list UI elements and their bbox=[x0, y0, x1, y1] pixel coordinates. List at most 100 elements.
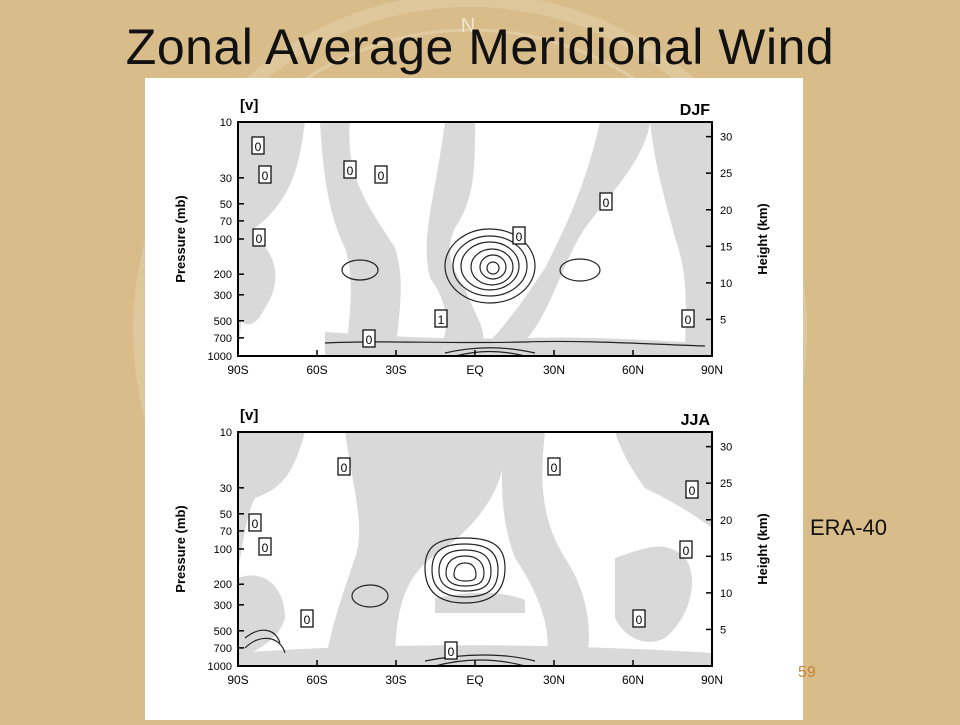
jja-contour-label-box bbox=[444, 641, 458, 660]
jja-contour-label: 0 bbox=[448, 645, 455, 659]
djf-contour-label-box bbox=[599, 192, 613, 211]
djf-ylabel-right: Height (km) bbox=[755, 203, 770, 275]
djf-y-tick-label: 1000 bbox=[208, 351, 232, 363]
jja-contours bbox=[244, 537, 536, 667]
jja-right-tick-label: 25 bbox=[720, 478, 732, 490]
jja-contour-label-box bbox=[685, 480, 699, 499]
djf-contour-label-box bbox=[434, 309, 448, 328]
jja-right-tick-label: 30 bbox=[720, 442, 732, 454]
djf-right-tick-label: 5 bbox=[720, 314, 726, 326]
djf-contour-label: 0 bbox=[366, 333, 373, 347]
jja-y-tick-label: 500 bbox=[214, 626, 232, 638]
djf-contour-labels: 0 0 0 0 0 0 1 0 0 0 bbox=[251, 136, 695, 348]
jja-contour-label-box bbox=[679, 540, 693, 559]
jja-y-tick-label: 30 bbox=[220, 483, 232, 495]
djf-contour-label-box bbox=[374, 165, 388, 184]
jja-y-tick-label: 70 bbox=[220, 526, 232, 538]
djf-x-tick-label: 60N bbox=[622, 363, 644, 377]
djf-contour-label-box bbox=[252, 228, 266, 247]
djf-y-tick-label: 10 bbox=[220, 117, 232, 129]
djf-y-tick-label: 700 bbox=[214, 333, 232, 345]
djf-x-tick-label: 90N bbox=[701, 363, 723, 377]
jja-contour-label: 0 bbox=[551, 461, 558, 475]
djf-ylabel-left: Pressure (mb) bbox=[173, 195, 188, 282]
djf-contour-label: 0 bbox=[256, 232, 263, 246]
djf-y-tick-label: 200 bbox=[214, 269, 232, 281]
jja-panel-label: [v] bbox=[240, 407, 258, 424]
jja-ylabel-right: Height (km) bbox=[755, 513, 770, 585]
figure-panel: 90S 60S 30S EQ 30N 60N 90N 10 30 50 70 100 200 300 500… bbox=[145, 78, 803, 720]
jja-right-tick-label: 20 bbox=[720, 515, 732, 527]
djf-y-tick-label: 300 bbox=[214, 290, 232, 302]
djf-x-tick-label: 30S bbox=[385, 363, 406, 377]
jja-right-tick-label: 15 bbox=[720, 551, 732, 563]
djf-contour-label-box bbox=[681, 309, 695, 328]
chart-panel-jja: 90S 60S 30S EQ 30N 60N 90N10305070100200300500… bbox=[173, 407, 770, 687]
djf-axes: 90S 60S 30S EQ 30N 60N 90N10305070100200300500… bbox=[208, 117, 733, 377]
djf-x-tick-label: 30N bbox=[543, 363, 565, 377]
djf-y-tick-label: 500 bbox=[214, 316, 232, 328]
djf-contour-label: 0 bbox=[685, 313, 692, 327]
djf-contour-label: 0 bbox=[262, 169, 269, 183]
djf-season-label: DJF bbox=[680, 102, 710, 119]
compass-letter: N bbox=[461, 15, 475, 37]
djf-contour-label-box bbox=[343, 160, 357, 179]
djf-x-tick-label: 90S bbox=[227, 363, 248, 377]
jja-x-tick-label: 90S bbox=[227, 673, 248, 687]
jja-season-label: JJA bbox=[681, 412, 711, 429]
jja-shaded-regions bbox=[238, 432, 712, 666]
jja-contour-label: 0 bbox=[683, 544, 690, 558]
djf-right-tick-label: 15 bbox=[720, 241, 732, 253]
contour-figure: 90S 60S 30S EQ 30N 60N 90N10305070100200300500… bbox=[173, 97, 770, 687]
jja-axes: 90S 60S 30S EQ 30N 60N 90N10305070100200300500… bbox=[208, 427, 733, 687]
djf-contour-label: 0 bbox=[516, 230, 523, 244]
djf-right-tick-label: 30 bbox=[720, 132, 732, 144]
djf-contour-label-box bbox=[512, 226, 526, 245]
jja-y-tick-label: 300 bbox=[214, 600, 232, 612]
djf-x-tick-label: 60S bbox=[306, 363, 327, 377]
djf-contour-label: 0 bbox=[378, 169, 385, 183]
djf-y-tick-label: 100 bbox=[214, 234, 232, 246]
djf-y-tick-label: 30 bbox=[220, 173, 232, 185]
djf-right-tick-label: 10 bbox=[720, 278, 732, 290]
djf-contour-label-box bbox=[258, 165, 272, 184]
slide-title: Zonal Average Meridional Wind bbox=[125, 19, 835, 75]
jja-contour-label-box bbox=[547, 457, 561, 476]
jja-contour-label-box bbox=[248, 513, 262, 532]
jja-contour-label-box bbox=[337, 457, 351, 476]
jja-contour-label-box bbox=[300, 609, 314, 628]
jja-right-tick-label: 5 bbox=[720, 624, 726, 636]
jja-contour-label: 0 bbox=[262, 541, 269, 555]
jja-x-tick-label: 60S bbox=[306, 673, 327, 687]
jja-ylabel-left: Pressure (mb) bbox=[173, 505, 188, 592]
jja-contour-label: 0 bbox=[304, 613, 311, 627]
jja-y-tick-label: 1000 bbox=[208, 661, 232, 673]
djf-x-tick-label: EQ bbox=[466, 363, 483, 377]
jja-y-tick-label: 50 bbox=[220, 509, 232, 521]
djf-panel-label: [v] bbox=[240, 97, 258, 114]
djf-contour-label: 0 bbox=[603, 196, 610, 210]
djf-contour-label-box bbox=[362, 329, 376, 348]
source-label: ERA-40 bbox=[810, 515, 888, 540]
jja-contour-label-box bbox=[258, 537, 272, 556]
djf-contour-label: 1 bbox=[438, 313, 445, 327]
jja-x-tick-label: 30N bbox=[543, 673, 565, 687]
chart-panel-djf: 90S 60S 30S EQ 30N 60N 90N10305070100200300500… bbox=[173, 97, 770, 377]
jja-y-tick-label: 10 bbox=[220, 427, 232, 439]
jja-y-tick-label: 700 bbox=[214, 643, 232, 655]
jja-y-tick-label: 100 bbox=[214, 544, 232, 556]
djf-contour-label-box bbox=[251, 136, 265, 155]
jja-x-tick-label: EQ bbox=[466, 673, 483, 687]
jja-x-tick-label: 60N bbox=[622, 673, 644, 687]
jja-contour-label: 0 bbox=[636, 613, 643, 627]
slide-number: 59 bbox=[798, 664, 816, 681]
djf-y-tick-label: 50 bbox=[220, 199, 232, 211]
jja-right-tick-label: 10 bbox=[720, 588, 732, 600]
jja-contour-label-box bbox=[632, 609, 646, 628]
jja-x-tick-label: 30S bbox=[385, 673, 406, 687]
djf-contour-label: 0 bbox=[347, 164, 354, 178]
jja-contour-label: 0 bbox=[689, 484, 696, 498]
djf-contours bbox=[324, 228, 706, 357]
djf-right-tick-label: 20 bbox=[720, 205, 732, 217]
jja-x-tick-label: 90N bbox=[701, 673, 723, 687]
